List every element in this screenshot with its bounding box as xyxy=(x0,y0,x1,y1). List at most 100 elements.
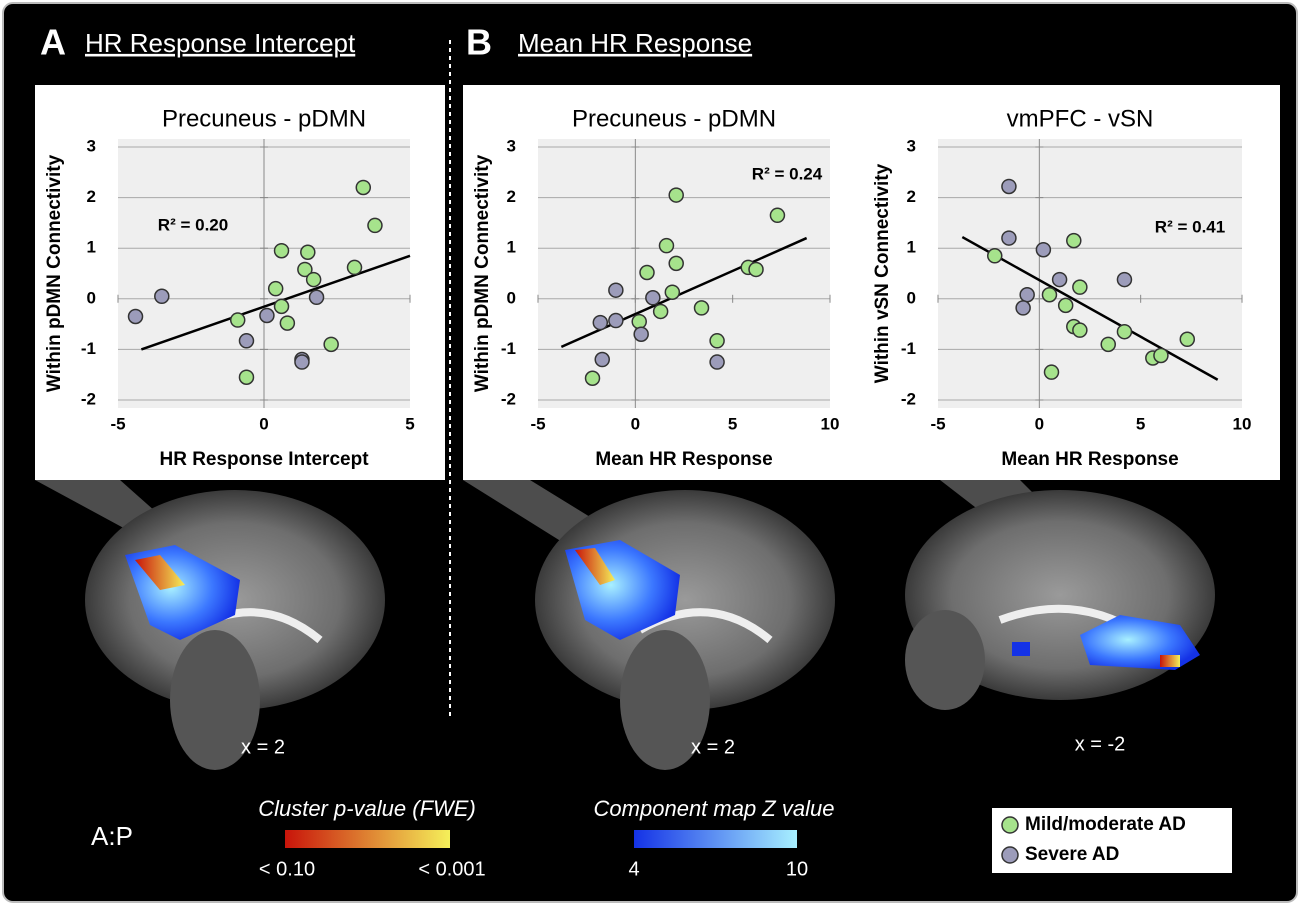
x-tick-label: 10 xyxy=(821,414,840,433)
data-point xyxy=(1116,271,1133,288)
data-point xyxy=(154,288,170,305)
y-tick-label: 2 xyxy=(907,187,916,206)
data-point xyxy=(238,333,255,349)
legend-marker xyxy=(1001,816,1019,834)
colorbar-label: 10 xyxy=(786,858,808,880)
data-point xyxy=(664,284,681,300)
data-point xyxy=(305,271,322,288)
y-tick-label: 3 xyxy=(507,136,516,155)
data-point xyxy=(592,314,609,331)
data-point xyxy=(1153,347,1169,364)
y-tick-label: 3 xyxy=(907,136,916,155)
data-point xyxy=(1057,297,1074,314)
y-tick-label: 0 xyxy=(907,288,916,307)
data-point xyxy=(693,300,710,316)
data-point xyxy=(769,207,786,224)
data-point xyxy=(1001,178,1017,195)
data-point xyxy=(367,217,383,234)
x-tick-label: 10 xyxy=(1233,414,1252,433)
data-point xyxy=(229,312,246,328)
data-point xyxy=(748,261,764,278)
chart-title: vmPFC - vSN xyxy=(1007,105,1154,132)
data-point xyxy=(594,351,610,368)
y-tick-label: 1 xyxy=(507,238,516,257)
legend-label: Severe AD xyxy=(1025,844,1119,865)
y-axis-label: Within pDMN Connectivity xyxy=(472,154,493,392)
orientation-label: A:P xyxy=(91,821,133,851)
data-point xyxy=(986,248,1003,264)
y-tick-label: 2 xyxy=(87,187,96,206)
data-point xyxy=(1015,300,1031,316)
annotation: R² = 0.41 xyxy=(1155,217,1225,236)
brain-slice xyxy=(535,490,835,770)
x-tick-label: 0 xyxy=(1035,414,1044,433)
data-point xyxy=(1051,271,1068,288)
panel-letter: A xyxy=(40,22,66,63)
panel-letter: B xyxy=(466,22,492,63)
data-point xyxy=(1072,279,1088,295)
x-axis-label: HR Response Intercept xyxy=(159,449,369,470)
y-tick-label: -2 xyxy=(501,389,516,408)
plot-area xyxy=(938,139,1242,408)
data-point xyxy=(645,290,661,306)
annotation: R² = 0.24 xyxy=(752,164,823,183)
data-point xyxy=(259,307,275,324)
x-tick-label: 0 xyxy=(259,414,268,433)
y-tick-label: 3 xyxy=(87,136,96,155)
data-point xyxy=(346,259,363,276)
panel-title: Mean HR Response xyxy=(518,28,752,58)
x-tick-label: 5 xyxy=(405,414,414,433)
data-point xyxy=(127,308,144,325)
slice-label: x = 2 xyxy=(241,736,285,758)
y-tick-label: 1 xyxy=(87,238,96,257)
data-point xyxy=(709,333,725,349)
data-point xyxy=(273,242,290,259)
data-point xyxy=(1116,323,1133,340)
y-tick-label: -1 xyxy=(81,339,96,358)
data-point xyxy=(608,282,624,298)
y-tick-label: -1 xyxy=(501,339,516,358)
data-point xyxy=(300,244,316,260)
x-tick-label: -5 xyxy=(930,414,945,433)
annotation: R² = 0.20 xyxy=(158,215,228,234)
x-tick-label: 5 xyxy=(728,414,737,433)
data-point xyxy=(631,313,647,330)
data-point xyxy=(1072,322,1088,338)
data-point xyxy=(1041,287,1058,303)
colorbar-label: < 0.001 xyxy=(418,858,485,880)
x-tick-label: -5 xyxy=(110,414,125,433)
x-tick-label: -5 xyxy=(530,414,545,433)
y-tick-label: 0 xyxy=(87,288,96,307)
data-point xyxy=(238,369,255,385)
colorbar xyxy=(285,830,450,848)
data-point xyxy=(639,264,655,281)
data-point xyxy=(1019,287,1035,303)
data-point xyxy=(294,354,310,370)
colorbar-title: Cluster p-value (FWE) xyxy=(258,796,476,821)
panel-title: HR Response Intercept xyxy=(85,28,356,58)
data-point xyxy=(709,354,725,370)
y-tick-label: -1 xyxy=(901,339,916,358)
data-point xyxy=(652,303,669,320)
data-point xyxy=(267,280,284,297)
data-point xyxy=(633,326,649,342)
colorbar-label: 4 xyxy=(628,858,639,880)
x-axis-label: Mean HR Response xyxy=(1001,449,1178,470)
legend-marker xyxy=(1001,846,1019,864)
x-axis-label: Mean HR Response xyxy=(595,449,772,470)
data-point xyxy=(1043,364,1060,380)
legend-box xyxy=(992,808,1232,873)
data-point xyxy=(308,289,325,306)
x-tick-label: 0 xyxy=(631,414,640,433)
data-point xyxy=(297,261,313,278)
y-axis-label: Within pDMN Connectivity xyxy=(44,154,65,392)
slice-label: x = 2 xyxy=(691,736,735,758)
data-point xyxy=(273,298,290,315)
data-point xyxy=(668,187,684,203)
data-point xyxy=(1066,232,1082,249)
brain-slice xyxy=(905,490,1215,710)
data-point xyxy=(658,237,675,254)
y-tick-label: -2 xyxy=(81,389,96,408)
